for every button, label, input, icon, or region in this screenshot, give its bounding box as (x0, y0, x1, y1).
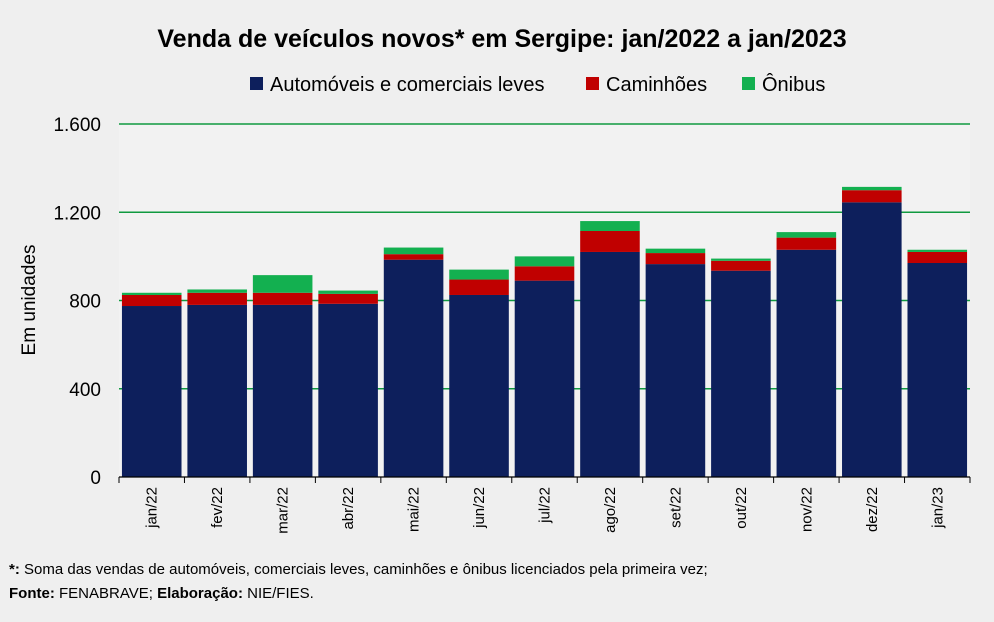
bar-segment (580, 251, 640, 477)
bar-segment (580, 221, 640, 232)
footnote-line: *: Soma das vendas de automóveis, comerc… (9, 561, 708, 578)
x-tick-label: jan/23 (929, 487, 946, 529)
x-axis: jan/22 fev/22 mar/22 abr/22 mai/22 jun/22 jul/… (118, 477, 971, 534)
bar-segment (449, 279, 509, 295)
bar-segment (318, 290, 378, 294)
source-label: Fonte: (9, 585, 55, 602)
bar-segment (776, 237, 837, 250)
bar-segment (842, 190, 902, 203)
bar-segment (252, 292, 313, 305)
bar-segment (121, 294, 182, 307)
x-tick-label: mar/22 (275, 487, 292, 534)
chart-title: Venda de veículos novos* em Sergipe: jan… (157, 25, 846, 53)
bar-segment (711, 260, 771, 271)
bar-segment (318, 303, 378, 477)
bar-segment (711, 270, 771, 477)
x-tick-label: jun/22 (471, 487, 488, 529)
x-tick-label: set/22 (667, 487, 684, 528)
bar-segment (580, 231, 640, 252)
y-tick-label: 400 (69, 380, 101, 401)
footnote-marker: *: (9, 561, 20, 578)
bar-segment (776, 249, 837, 477)
bar-segment (514, 266, 575, 281)
legend-swatch (586, 77, 599, 90)
y-axis: 0 400 800 1.200 1.600 (53, 115, 101, 489)
legend-label: Automóveis e comerciais leves (270, 74, 545, 96)
bars (121, 186, 968, 477)
bar-segment (383, 259, 444, 477)
y-tick-label: 800 (69, 292, 101, 313)
bar-segment (842, 186, 902, 191)
bar-segment (187, 304, 247, 477)
bar-segment (383, 247, 444, 255)
bar-segment (187, 289, 247, 293)
legend-swatch (250, 77, 263, 90)
bar-segment (514, 280, 575, 477)
bar-segment (645, 264, 706, 477)
legend-label: Ônibus (762, 73, 825, 96)
bar-segment (907, 251, 968, 263)
footnote-text: Soma das vendas de automóveis, comerciai… (19, 561, 708, 578)
x-tick-label: out/22 (733, 487, 750, 529)
y-tick-label: 1.200 (53, 203, 101, 224)
bar-segment (449, 294, 509, 477)
bar-segment (121, 292, 182, 295)
bar-segment (907, 249, 968, 252)
bar-segment (252, 275, 313, 293)
x-tick-label: ago/22 (602, 487, 619, 533)
bar-segment (645, 253, 706, 265)
x-tick-label: fev/22 (209, 487, 226, 528)
bar-segment (645, 248, 706, 254)
bar-segment (514, 256, 575, 267)
x-tick-label: dez/22 (864, 487, 881, 532)
x-tick-label: jul/22 (537, 487, 554, 524)
legend: Automóveis e comerciais leves Caminhões Ôn… (250, 73, 825, 96)
x-tick-label: abr/22 (340, 487, 357, 530)
bar-segment (711, 258, 771, 261)
bar-segment (318, 293, 378, 304)
bar-segment (187, 292, 247, 305)
x-tick-label: mai/22 (406, 487, 423, 532)
bar-segment (776, 232, 837, 238)
y-axis-title: Em unidades (19, 245, 40, 356)
legend-swatch (742, 77, 755, 90)
y-tick-label: 1.600 (53, 115, 101, 136)
x-tick-label: jan/22 (144, 487, 161, 529)
elaboration-label: Elaboração: (157, 585, 243, 602)
x-tick-label: nov/22 (798, 487, 815, 532)
elaboration-text: NIE/FIES. (242, 585, 314, 602)
legend-label: Caminhões (606, 74, 707, 96)
y-tick-label: 0 (90, 468, 101, 489)
bar-segment (383, 254, 444, 260)
source-text: FENABRAVE; (54, 585, 158, 602)
bar-segment (121, 306, 182, 477)
bar-segment (907, 262, 968, 477)
source-line: Fonte: FENABRAVE; Elaboração: NIE/FIES. (9, 585, 314, 602)
bar-segment (449, 269, 509, 280)
bar-segment (252, 304, 313, 477)
bar-segment (842, 202, 902, 477)
